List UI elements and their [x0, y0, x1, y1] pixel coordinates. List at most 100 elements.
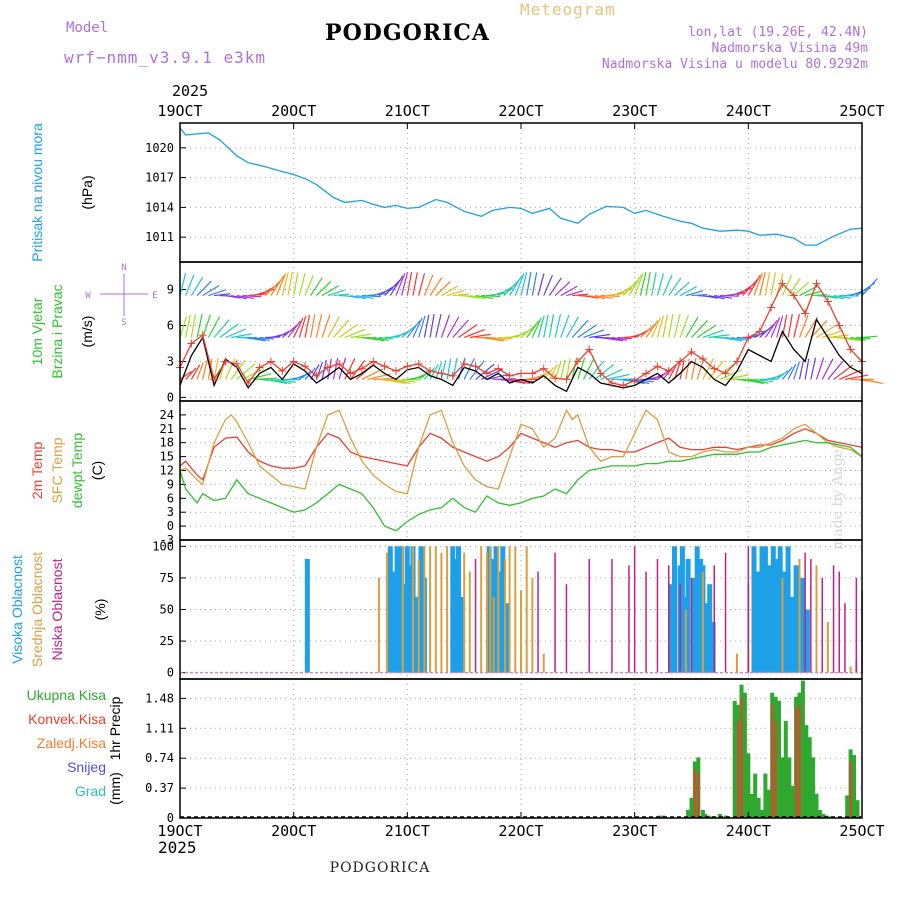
wind-barb [231, 294, 248, 300]
wind-barb [179, 371, 192, 380]
wind-barb [190, 314, 196, 338]
data-bar [804, 552, 806, 673]
y-axis-label: Pritisak na nivou mora [29, 123, 45, 262]
y-tick-label: 3 [167, 354, 174, 368]
wind-barb [395, 273, 406, 296]
wind-barb [731, 336, 747, 341]
x-tick-label-bottom: 20OCT [271, 822, 316, 840]
wind-barb [770, 317, 781, 338]
product-label: Meteogram [520, 0, 616, 19]
wind-barb [572, 293, 589, 297]
wind-barb [793, 281, 810, 297]
wind-barb [639, 323, 656, 338]
data-bar [468, 571, 471, 673]
wind-barb [850, 336, 867, 341]
wind-barb [492, 336, 509, 341]
wind-barb [509, 378, 530, 384]
wind-barb [423, 274, 434, 296]
y-axis-label: (m/s) [79, 316, 95, 348]
wind-barb [429, 277, 443, 296]
wind-barb [190, 364, 201, 380]
y-axis-label: Visoka Oblacnost [9, 555, 25, 664]
wind-barb [435, 314, 442, 338]
data-bar [777, 700, 781, 818]
data-bar [774, 559, 780, 673]
wind-barb [401, 324, 417, 338]
wind-barb [833, 294, 852, 299]
wind-barb [759, 272, 766, 296]
data-bar [554, 552, 556, 673]
elevation-info: Nadmorska Visina 49m [711, 41, 868, 56]
data-bar [759, 546, 765, 673]
y-axis-label: (%) [92, 599, 108, 621]
data-bar [766, 789, 771, 818]
wind-barb [276, 273, 287, 296]
wind-barb [202, 314, 211, 338]
wind-barb [668, 363, 678, 380]
wind-barb [617, 336, 632, 340]
wind-barb [702, 329, 724, 339]
data-bar [732, 700, 737, 818]
data-bar [800, 577, 806, 673]
wind-barb [231, 333, 253, 339]
data-bar [459, 596, 465, 673]
wind-barb [520, 324, 537, 338]
wind-barb [861, 277, 878, 296]
wind-barb [446, 289, 465, 297]
wind-barb [560, 314, 570, 338]
wind-barb [565, 358, 571, 380]
wind-barb [833, 364, 854, 380]
data-bar [412, 546, 414, 673]
wind-barb [287, 271, 293, 296]
wind-barb [679, 314, 690, 338]
data-bar [413, 596, 419, 673]
series-line [179, 408, 863, 495]
wind-barb [441, 285, 459, 297]
data-bar [703, 603, 709, 673]
data-bar [710, 622, 716, 673]
y-tick-label: 25 [160, 634, 174, 648]
wind-barb [242, 294, 262, 298]
wind-barb [486, 336, 504, 342]
wind-barb [742, 278, 759, 296]
data-bar [777, 546, 783, 673]
y-tick-label: 0 [167, 666, 174, 680]
data-bar [845, 795, 850, 818]
data-bar [742, 692, 747, 818]
wind-barb [464, 294, 479, 299]
data-bar [747, 546, 750, 673]
wind-barb [435, 361, 443, 380]
y-tick-label: 3 [167, 505, 174, 519]
wind-barb [452, 293, 470, 297]
wind-barb [281, 272, 289, 296]
wind-barb [844, 336, 862, 342]
data-bar [810, 559, 812, 673]
y-tick-label: 1017 [145, 171, 174, 185]
wind-barb [185, 274, 195, 296]
wind-barb [526, 320, 540, 338]
data-bar [723, 815, 728, 818]
wind-barb [560, 359, 566, 380]
wind-barb [600, 368, 623, 380]
wind-barb [435, 281, 451, 296]
y-axis-label: Niska Oblacnost [49, 558, 65, 660]
data-bar [815, 565, 818, 673]
wind-barb [509, 275, 523, 296]
wind-barb [606, 336, 624, 342]
compass-w: W [85, 291, 91, 301]
data-bar [542, 653, 545, 673]
data-bar [817, 809, 822, 818]
compass-e: E [152, 291, 157, 301]
data-bar [694, 546, 700, 673]
wind-barb [202, 284, 220, 297]
y-tick-label: -3 [160, 533, 174, 547]
wind-barb [822, 329, 844, 339]
wind-barb [583, 294, 599, 299]
wind-barb [702, 294, 718, 299]
wind-barb [622, 278, 640, 296]
data-bar [497, 546, 500, 673]
data-bar [496, 571, 502, 673]
wind-barb [554, 361, 562, 380]
legend-entry: Snijeg [67, 759, 106, 775]
